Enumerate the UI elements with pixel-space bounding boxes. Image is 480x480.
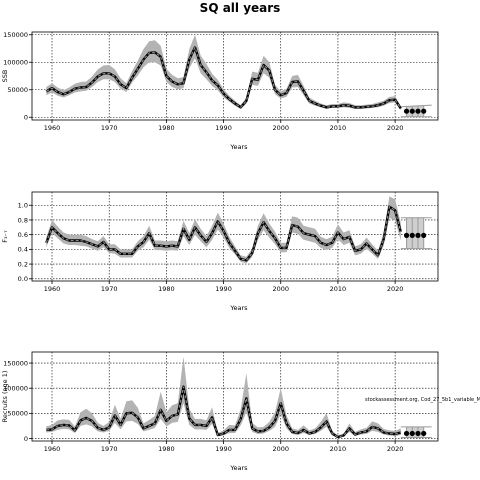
projection-point — [415, 108, 421, 114]
projection-band — [406, 217, 424, 249]
axes-frame — [31, 351, 439, 442]
projection-point — [403, 232, 410, 238]
series-line-dash — [46, 45, 402, 109]
projection-band — [406, 105, 424, 117]
x-tick-label: 2000 — [272, 285, 289, 293]
y-tick-label: 100000 — [3, 385, 28, 393]
series-line-dash — [45, 205, 402, 262]
x-tick-label: 1960 — [44, 445, 61, 453]
y-axis-label: Recruits (age 1) — [1, 371, 9, 423]
axes-frame — [31, 191, 439, 282]
series-line-dash — [46, 386, 401, 438]
projection-point — [409, 430, 415, 437]
projection-point — [403, 430, 410, 437]
projection-point — [403, 108, 410, 114]
y-tick-label: 50000 — [7, 86, 28, 94]
y-tick-label: 0 — [24, 435, 28, 443]
projection-band — [406, 426, 424, 438]
x-tick-label: 2020 — [387, 285, 404, 293]
x-axis-label: Years — [229, 143, 248, 151]
projection-point — [415, 430, 421, 437]
axes-frame — [31, 31, 439, 121]
y-tick-label: 0.6 — [18, 231, 28, 239]
x-axis-label: Years — [229, 304, 248, 312]
y-tick-label: 0.0 — [18, 275, 28, 283]
y-tick-label: 150000 — [3, 359, 28, 367]
x-tick-label: 1990 — [215, 445, 232, 453]
x-tick-label: 2020 — [387, 445, 404, 453]
recruits-panel: 1960 1970 1980 1990 2000 2010 2020 0 50000 100000… — [1, 351, 480, 472]
projection-point — [409, 108, 415, 114]
y-tick-label: 1.0 — [18, 202, 28, 210]
x-tick-label: 1970 — [101, 285, 118, 293]
y-tick-label: 0.8 — [18, 216, 28, 224]
x-axis-label: Years — [229, 464, 248, 472]
x-tick-label: 2010 — [330, 285, 347, 293]
y-tick-label: 50000 — [7, 410, 28, 418]
y-tick-label: 150000 — [3, 31, 28, 39]
projection-point — [415, 232, 421, 238]
projection-point — [409, 232, 415, 238]
plot-area — [32, 192, 438, 281]
y-axis-label: SSB — [1, 70, 9, 83]
x-tick-label: 1980 — [158, 124, 175, 132]
y-tick-label: 0.2 — [18, 260, 28, 268]
x-tick-label: 2020 — [387, 124, 404, 132]
x-tick-label: 1980 — [158, 445, 175, 453]
page-title: SQ all years — [199, 1, 281, 15]
x-tick-label: 2000 — [272, 445, 289, 453]
x-tick-label: 1980 — [158, 285, 175, 293]
y-tick-label: 0 — [24, 114, 28, 122]
projection-point — [421, 430, 427, 437]
x-tick-label: 1990 — [215, 124, 232, 132]
ssb-panel: 1960 1970 1980 1990 2000 2010 2020 0 50000 100000… — [1, 31, 439, 151]
f-panel: 1960 1970 1980 1990 2000 2010 2020 0.0 0.2 0.4 0.6… — [1, 191, 439, 312]
y-tick-label: 100000 — [3, 59, 28, 67]
confidence-band — [46, 356, 401, 438]
projection-point — [421, 108, 427, 114]
projection-point — [421, 232, 427, 238]
projection-upper-line — [400, 104, 432, 108]
x-tick-label: 1970 — [101, 124, 118, 132]
y-tick-label: 0.4 — [18, 246, 28, 254]
y-axis-label: F₃₋₇ — [1, 230, 9, 243]
x-tick-label: 1970 — [101, 445, 118, 453]
x-tick-label: 1960 — [44, 285, 61, 293]
x-tick-label: 2010 — [330, 124, 347, 132]
x-tick-label: 1960 — [44, 124, 61, 132]
x-tick-label: 2010 — [330, 445, 347, 453]
x-tick-label: 1990 — [215, 285, 232, 293]
x-tick-label: 2000 — [272, 124, 289, 132]
source-annotation: stockassessment.org, Cod_27_5b1_variable… — [365, 397, 480, 403]
